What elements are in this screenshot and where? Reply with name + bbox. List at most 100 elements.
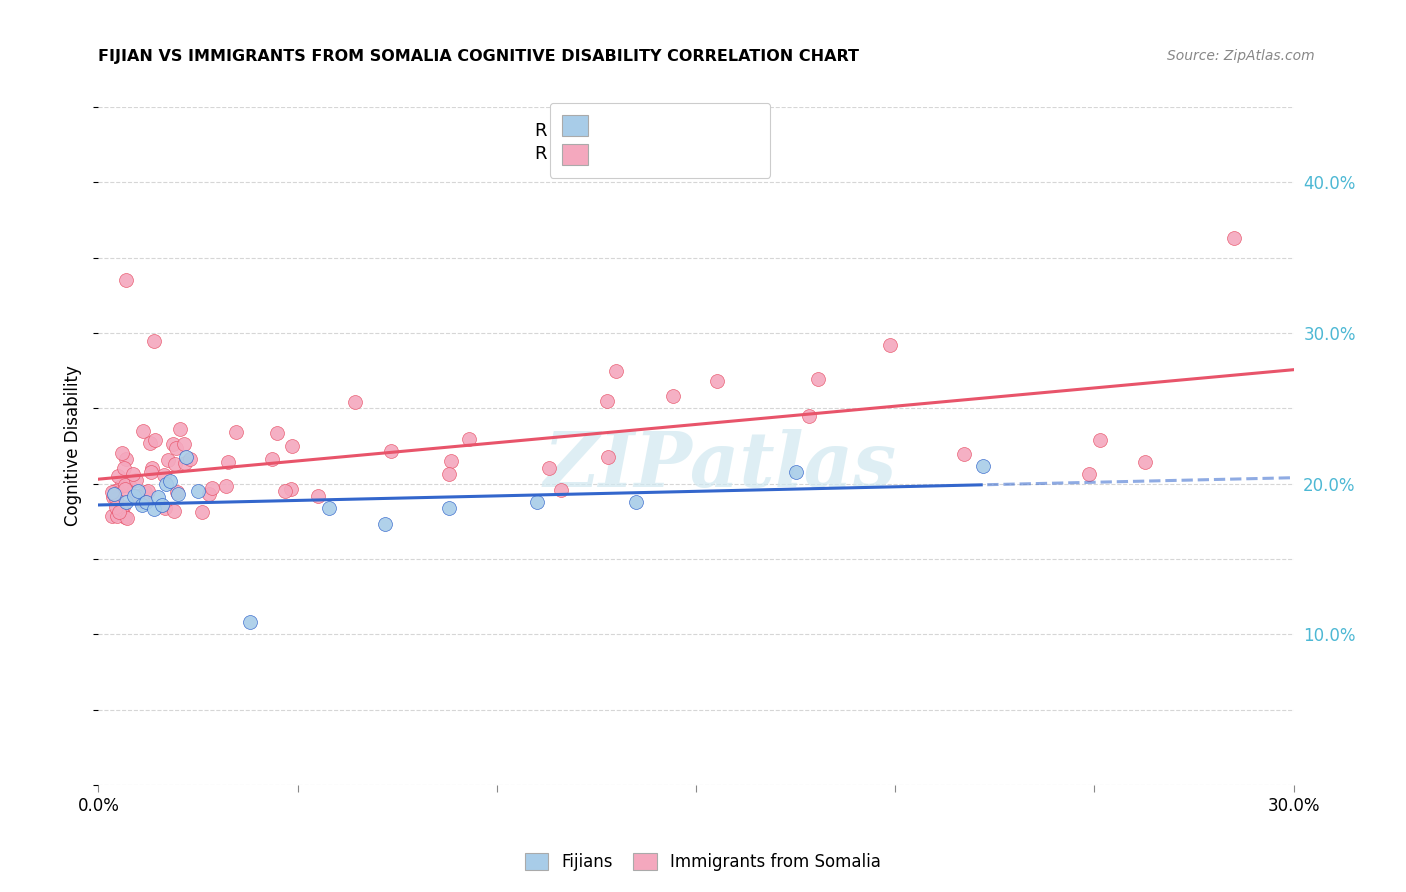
Point xyxy=(187,484,209,499)
Point xyxy=(114,483,136,497)
Point xyxy=(115,273,138,287)
Point xyxy=(101,508,124,523)
Point xyxy=(110,478,132,492)
Point xyxy=(114,510,136,524)
Point xyxy=(380,444,402,458)
Point xyxy=(103,487,125,501)
Point xyxy=(112,461,135,475)
Point xyxy=(111,446,134,460)
Point xyxy=(179,451,201,466)
Point xyxy=(173,437,195,451)
Point xyxy=(121,467,143,481)
Point xyxy=(135,494,157,508)
Point xyxy=(112,500,135,514)
Point xyxy=(104,484,127,499)
Text: R =: R = xyxy=(534,145,574,163)
Text: 22: 22 xyxy=(668,122,692,140)
Point xyxy=(167,487,190,501)
Point xyxy=(797,409,820,424)
Point xyxy=(198,487,221,501)
Point xyxy=(131,494,153,508)
Point xyxy=(598,450,620,465)
Point xyxy=(100,485,122,500)
Point xyxy=(132,424,155,438)
Point xyxy=(526,494,548,508)
Point xyxy=(785,465,807,479)
Point xyxy=(143,334,166,348)
Point xyxy=(105,509,128,524)
Text: Source: ZipAtlas.com: Source: ZipAtlas.com xyxy=(1167,49,1315,63)
Point xyxy=(1078,467,1101,482)
Point xyxy=(344,394,367,409)
Point xyxy=(706,374,728,388)
Point xyxy=(139,466,162,480)
Point xyxy=(165,441,187,455)
Text: 0.043: 0.043 xyxy=(568,122,626,140)
Point xyxy=(457,432,479,446)
Point xyxy=(595,394,617,409)
Point xyxy=(318,500,340,515)
Point xyxy=(104,500,127,515)
Point xyxy=(150,498,173,512)
Point xyxy=(537,460,560,475)
Point xyxy=(114,477,136,491)
Point xyxy=(169,422,191,436)
Point xyxy=(143,433,166,447)
Point xyxy=(280,482,302,496)
Point xyxy=(437,500,460,515)
Point xyxy=(239,615,262,630)
Point xyxy=(191,506,214,520)
Text: 0.325: 0.325 xyxy=(568,145,626,163)
Text: FIJIAN VS IMMIGRANTS FROM SOMALIA COGNITIVE DISABILITY CORRELATION CHART: FIJIAN VS IMMIGRANTS FROM SOMALIA COGNIT… xyxy=(98,49,859,64)
Point xyxy=(307,489,329,503)
Point xyxy=(174,456,197,470)
Point xyxy=(159,474,181,488)
Legend: Fijians, Immigrants from Somalia: Fijians, Immigrants from Somalia xyxy=(517,845,889,880)
Point xyxy=(550,483,572,498)
Point xyxy=(1133,455,1156,469)
Point xyxy=(879,338,901,352)
Text: 74: 74 xyxy=(668,145,692,163)
Point xyxy=(107,505,129,519)
Point xyxy=(163,504,186,518)
Point xyxy=(280,439,302,453)
Point xyxy=(118,476,141,491)
Point xyxy=(125,489,148,503)
Point xyxy=(972,458,994,473)
Point xyxy=(134,485,156,500)
Point xyxy=(156,452,179,467)
Point xyxy=(162,437,184,451)
Point xyxy=(105,491,128,506)
Point xyxy=(1090,433,1112,447)
Point xyxy=(131,498,153,512)
Point xyxy=(148,490,170,504)
Point xyxy=(201,481,224,495)
Point xyxy=(174,450,197,464)
Point xyxy=(115,511,138,525)
Y-axis label: Cognitive Disability: Cognitive Disability xyxy=(65,366,83,526)
Point xyxy=(153,467,176,482)
Point xyxy=(110,501,132,516)
Text: N =: N = xyxy=(638,145,679,163)
Point xyxy=(437,467,460,481)
Point xyxy=(661,389,683,403)
Text: N =: N = xyxy=(638,122,679,140)
Point xyxy=(1223,231,1246,245)
Point xyxy=(107,469,129,483)
Point xyxy=(166,484,188,499)
Text: ZIPatlas: ZIPatlas xyxy=(543,429,897,503)
Point xyxy=(143,502,166,516)
Point xyxy=(165,457,187,471)
Point xyxy=(124,489,146,503)
Text: R =: R = xyxy=(534,122,574,140)
Point xyxy=(127,484,149,499)
Point xyxy=(217,455,239,469)
Point xyxy=(115,494,138,508)
Legend:                             ,                             : , xyxy=(550,103,770,178)
Point xyxy=(155,476,177,491)
Point xyxy=(605,364,627,378)
Point xyxy=(439,454,461,468)
Point xyxy=(139,436,162,450)
Point xyxy=(807,372,830,386)
Point xyxy=(134,491,156,505)
